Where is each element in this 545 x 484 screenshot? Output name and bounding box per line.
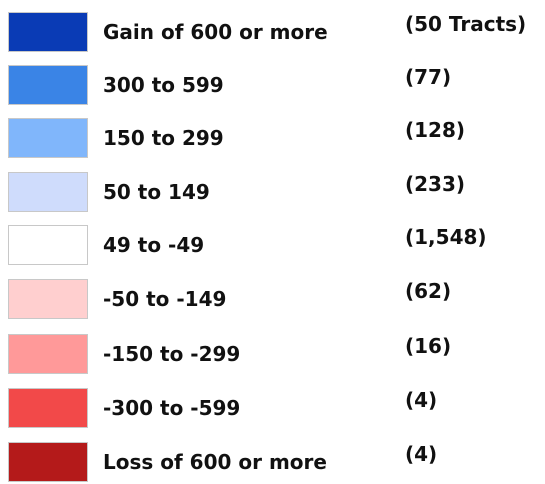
legend-item-neg50-neg149: -50 to -149 (62) <box>0 277 545 321</box>
legend-label: 49 to -49 <box>103 233 205 257</box>
legend-swatch <box>8 279 88 319</box>
legend-swatch <box>8 442 88 482</box>
legend-label: Gain of 600 or more <box>103 20 328 44</box>
legend-swatch <box>8 118 88 158</box>
legend-item-150-299: 150 to 299 (128) <box>0 116 545 160</box>
legend-swatch <box>8 388 88 428</box>
legend-count: (1,548) <box>405 225 487 249</box>
legend-count: (128) <box>405 118 466 142</box>
legend-count: (233) <box>405 172 466 196</box>
legend-swatch <box>8 65 88 105</box>
legend-label: 300 to 599 <box>103 73 224 97</box>
legend-item-50-149: 50 to 149 (233) <box>0 170 545 214</box>
legend-count: (77) <box>405 65 452 89</box>
legend-count: (16) <box>405 334 452 358</box>
legend-item-49-to-neg49: 49 to -49 (1,548) <box>0 223 545 267</box>
legend-count: (62) <box>405 279 452 303</box>
legend-swatch <box>8 172 88 212</box>
legend-swatch <box>8 12 88 52</box>
legend-label: -50 to -149 <box>103 287 227 311</box>
legend-label: -300 to -599 <box>103 396 241 420</box>
legend-count: (4) <box>405 388 438 412</box>
legend-label: Loss of 600 or more <box>103 450 327 474</box>
legend-count: (50 Tracts) <box>405 12 527 36</box>
legend-label: 50 to 149 <box>103 180 210 204</box>
legend-item-loss-600-plus: Loss of 600 or more (4) <box>0 440 545 484</box>
legend-swatch <box>8 225 88 265</box>
legend-label: -150 to -299 <box>103 342 241 366</box>
legend-item-neg300-neg599: -300 to -599 (4) <box>0 386 545 430</box>
legend-item-300-599: 300 to 599 (77) <box>0 63 545 107</box>
legend-item-gain-600-plus: Gain of 600 or more (50 Tracts) <box>0 10 545 54</box>
legend-count: (4) <box>405 442 438 466</box>
legend-item-neg150-neg299: -150 to -299 (16) <box>0 332 545 376</box>
legend-label: 150 to 299 <box>103 126 224 150</box>
legend-swatch <box>8 334 88 374</box>
